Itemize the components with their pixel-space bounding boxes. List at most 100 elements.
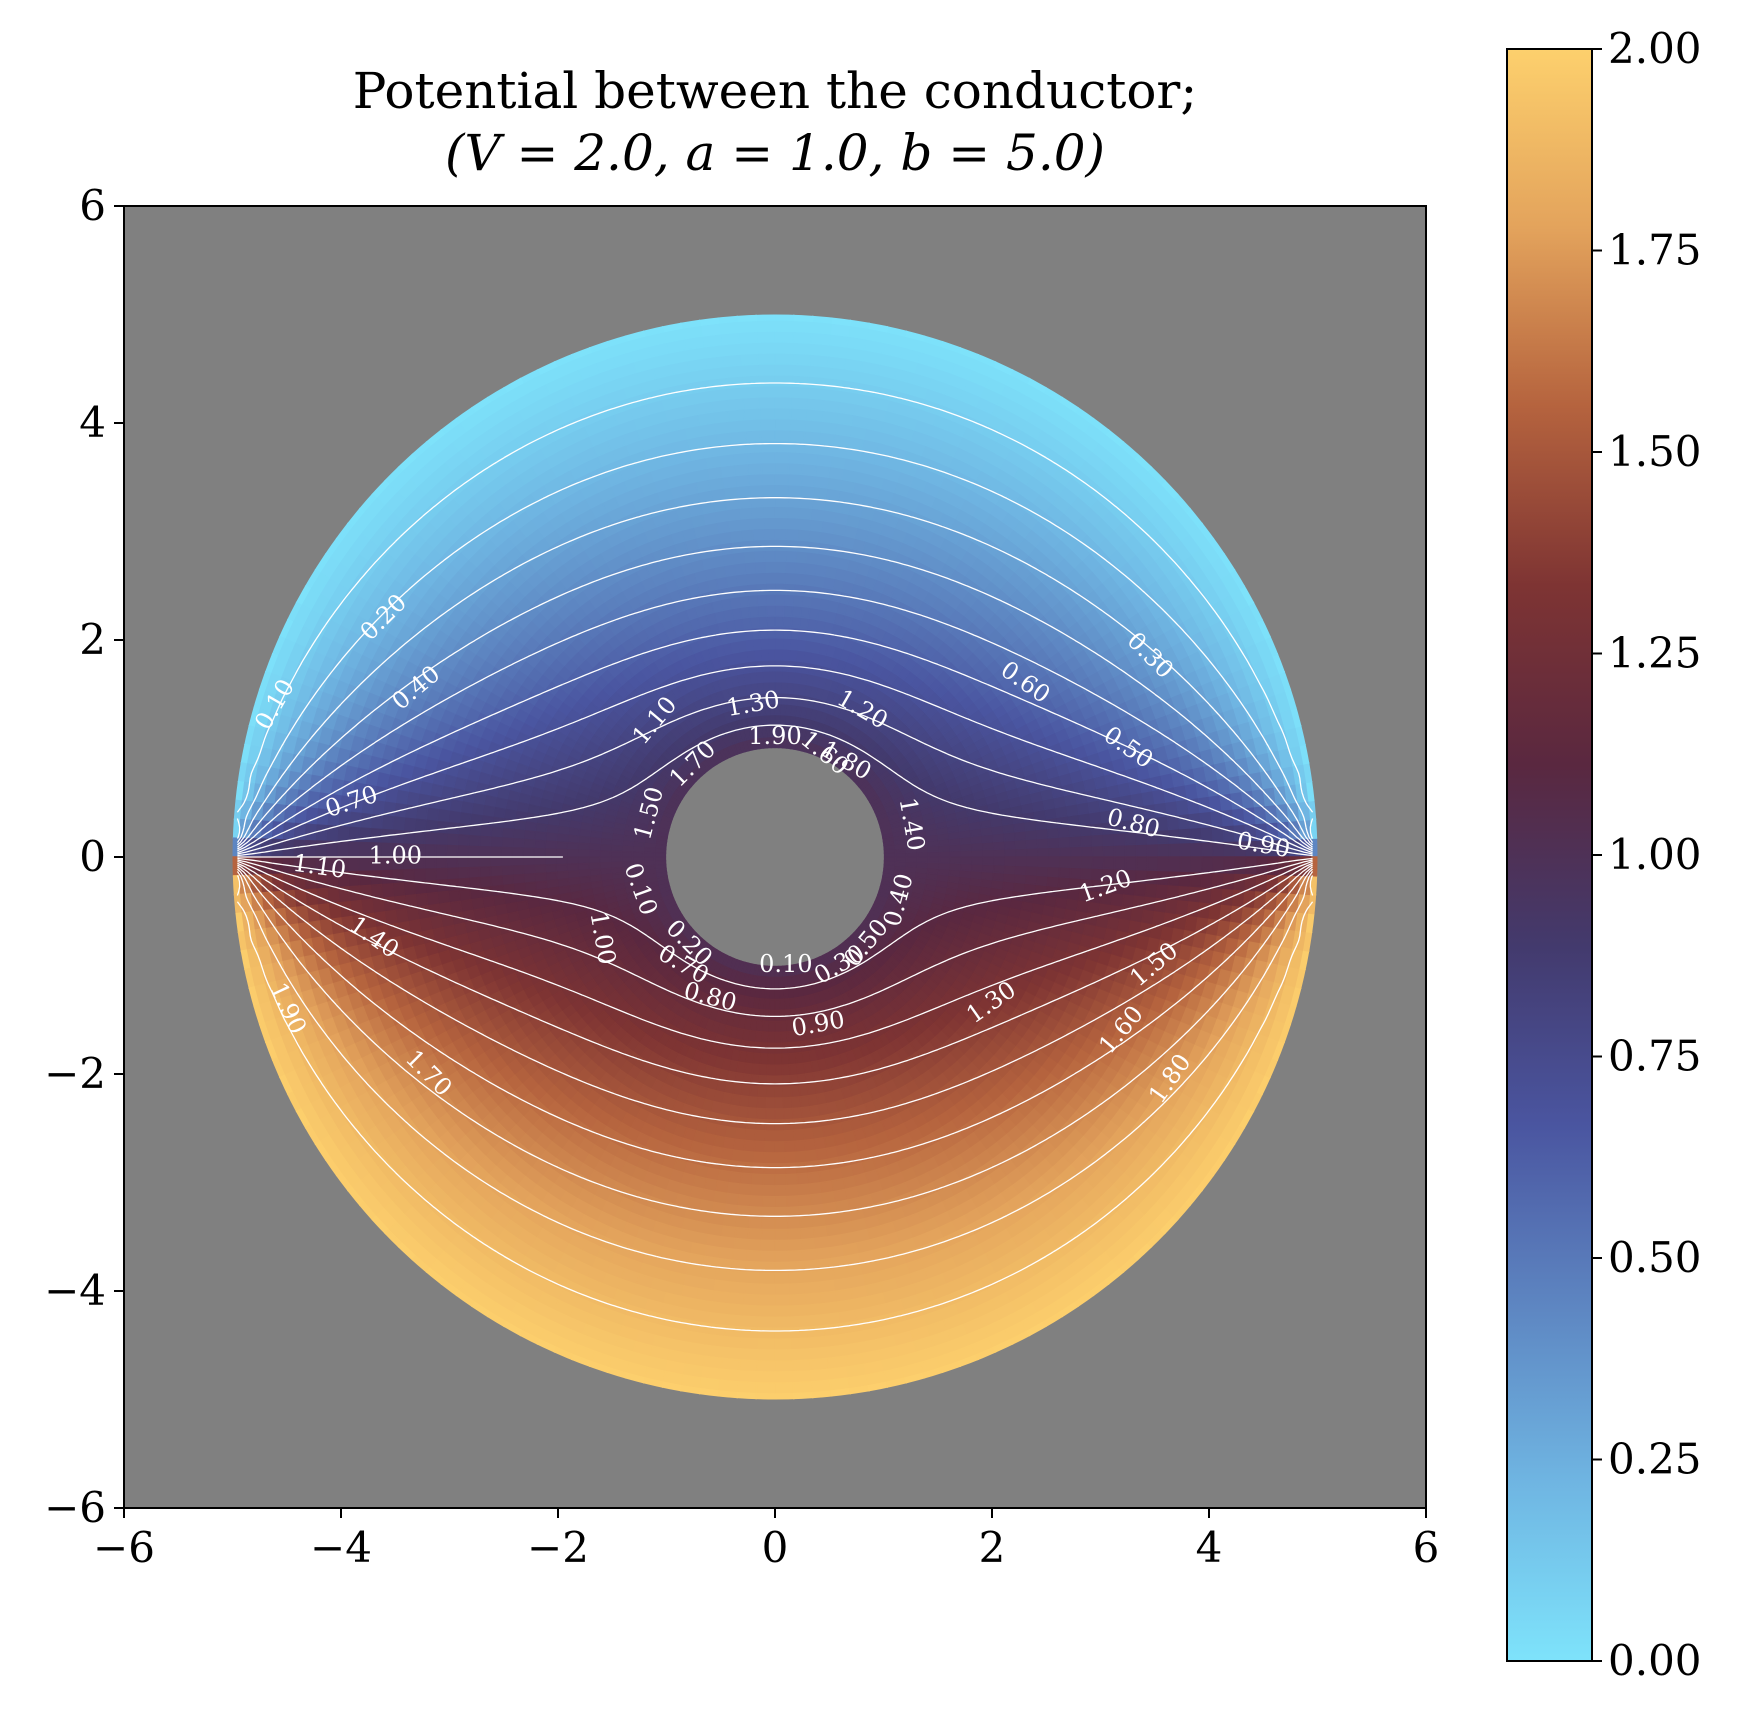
field-cell	[786, 483, 802, 498]
potential-field: 0.100.200.400.701.001.101.401.901.700.30…	[232, 314, 1318, 1400]
chart-title-line1: Potential between the conductor;	[353, 62, 1197, 120]
field-cell	[456, 856, 470, 869]
field-cell	[511, 856, 524, 867]
field-cell	[434, 856, 448, 870]
field-cell	[800, 1226, 816, 1241]
field-cell	[774, 1130, 786, 1143]
field-cell	[1146, 842, 1160, 858]
field-cell	[938, 856, 952, 864]
field-cell	[747, 1227, 763, 1242]
field-cell	[1058, 835, 1072, 848]
field-cell	[587, 849, 601, 858]
field-cell	[478, 866, 492, 879]
field-cell	[738, 1183, 753, 1197]
field-cell	[1177, 812, 1192, 830]
field-cell	[1046, 875, 1060, 888]
field-cell	[1003, 839, 1017, 850]
field-cell	[1102, 856, 1116, 870]
field-cell	[1058, 866, 1072, 879]
field-cell	[1003, 872, 1017, 883]
field-cell	[1178, 827, 1192, 844]
field-cell	[774, 571, 786, 584]
field-cell	[751, 527, 765, 541]
field-cell	[1057, 825, 1071, 838]
field-cell	[468, 824, 482, 838]
field-cell	[774, 472, 790, 486]
field-cell	[576, 849, 590, 858]
field-cell	[971, 848, 984, 858]
field-cell	[782, 615, 793, 629]
field-cell	[774, 1108, 785, 1121]
field-cell	[1036, 837, 1050, 849]
field-cell	[764, 582, 776, 595]
field-cell	[774, 527, 788, 541]
field-cell	[905, 856, 919, 863]
field-cell	[751, 1173, 765, 1187]
field-cell	[883, 856, 897, 862]
field-cell	[768, 1020, 776, 1034]
field-cell	[1004, 856, 1017, 867]
field-cell	[766, 637, 776, 650]
field-cell	[802, 440, 820, 455]
field-cell	[760, 461, 776, 475]
field-cell	[782, 604, 794, 618]
field-cell	[785, 527, 799, 541]
field-cell	[774, 1064, 784, 1077]
field-cell	[756, 604, 768, 618]
field-cell	[533, 856, 546, 867]
field-cell	[733, 1237, 749, 1252]
field-cell	[754, 571, 767, 585]
field-cell	[735, 1215, 751, 1230]
field-cell	[467, 845, 481, 858]
field-cell	[522, 838, 536, 850]
field-cell	[1048, 846, 1061, 858]
field-cell	[791, 604, 803, 618]
field-cell	[799, 1215, 815, 1230]
field-cell	[380, 883, 395, 899]
field-cell	[742, 1150, 756, 1164]
field-cell	[1058, 845, 1072, 858]
field-cell	[423, 868, 437, 883]
field-cell	[1145, 869, 1160, 885]
field-cell	[489, 836, 503, 849]
field-cell	[1135, 856, 1149, 871]
field-cell	[782, 1085, 793, 1099]
field-cell	[761, 483, 776, 497]
field-cell	[801, 462, 817, 477]
field-cell	[391, 882, 406, 898]
field-cell	[781, 637, 792, 651]
field-cell	[739, 1172, 754, 1186]
field-cell	[784, 560, 797, 574]
field-cell	[1168, 842, 1182, 858]
field-cell	[1014, 873, 1028, 885]
field-cell	[555, 856, 568, 866]
field-cell	[774, 669, 783, 683]
field-cell	[764, 1119, 776, 1132]
field-cell	[1091, 856, 1105, 870]
field-cell	[927, 856, 941, 864]
field-cell	[500, 865, 514, 877]
field-cell	[762, 1195, 776, 1209]
field-cell	[764, 571, 776, 584]
field-cell	[745, 1117, 758, 1132]
field-cell	[754, 1129, 767, 1143]
field-cell	[533, 864, 547, 875]
field-cell	[742, 550, 756, 564]
field-cell	[981, 863, 995, 874]
field-cell	[522, 864, 536, 876]
field-cell	[774, 1075, 784, 1088]
field-cell	[763, 1162, 776, 1176]
field-cell	[774, 461, 790, 475]
field-cell	[766, 1053, 776, 1066]
field-layer	[232, 314, 1318, 1400]
field-cell	[489, 856, 502, 868]
field-cell	[759, 1053, 769, 1066]
field-cell	[797, 506, 813, 520]
field-cell	[749, 1085, 760, 1099]
field-cell	[982, 848, 995, 858]
field-cell	[782, 1096, 794, 1110]
field-cell	[765, 1097, 776, 1110]
field-cell	[533, 831, 547, 842]
field-cell	[741, 1161, 755, 1175]
field-cell	[511, 837, 525, 849]
